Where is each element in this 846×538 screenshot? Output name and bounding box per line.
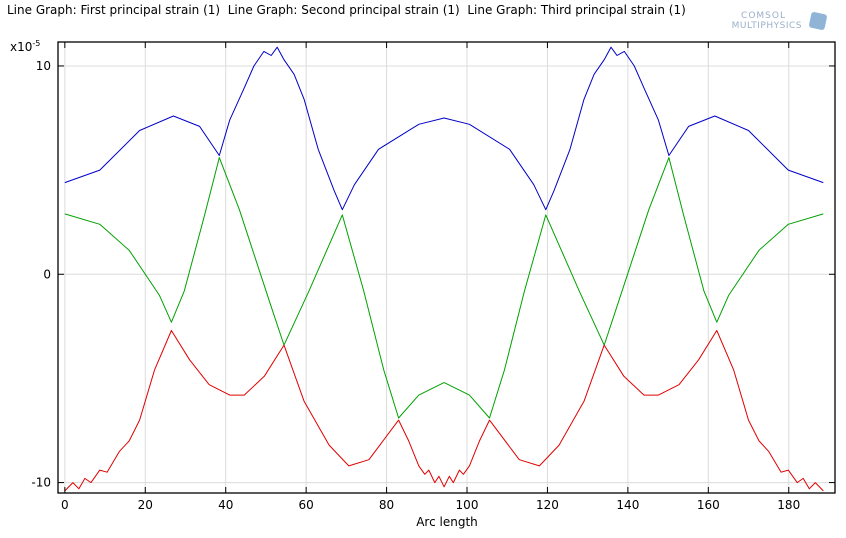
- series-line-1: [64, 46, 824, 211]
- y-multiplier: x10-5: [10, 39, 40, 54]
- series-line-3: [64, 330, 824, 492]
- x-tick-label: 120: [536, 498, 559, 512]
- series-lines: [64, 46, 824, 492]
- x-tick-label: 100: [456, 498, 479, 512]
- plot-frame: [57, 41, 836, 494]
- y-tick-label: 0: [43, 267, 51, 281]
- x-axis-label: Arc length: [416, 515, 478, 529]
- logo-text-2: MULTIPHYSICS: [731, 21, 802, 31]
- comsol-logo: COMSOL MULTIPHYSICS: [716, 11, 828, 33]
- x-tick-label: 40: [218, 498, 233, 512]
- series-line-2: [64, 157, 824, 419]
- y-tick-label: 10: [36, 59, 51, 73]
- logo-text-1: COMSOL: [741, 11, 786, 21]
- plot-title: Line Graph: First principal strain (1) L…: [7, 3, 686, 17]
- x-tick-label: 180: [777, 498, 800, 512]
- x-tick-label: 80: [379, 498, 394, 512]
- x-tick-label: 160: [697, 498, 720, 512]
- x-tick-label: 20: [138, 498, 153, 512]
- ticks: 0 20 40 60 80 100 120 140 160 180 -10 0 10: [31, 42, 835, 512]
- grid: [58, 42, 835, 493]
- x-tick-label: 140: [616, 498, 639, 512]
- x-tick-label: 60: [299, 498, 314, 512]
- x-tick-label: 0: [61, 498, 69, 512]
- y-tick-label: -10: [31, 476, 51, 490]
